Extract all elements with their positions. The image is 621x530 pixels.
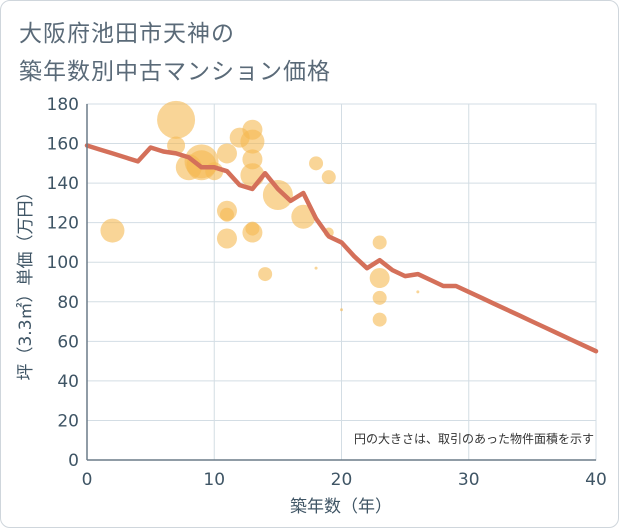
bubble-point: [372, 290, 387, 305]
x-tick-label: 40: [585, 470, 607, 490]
y-tick-label: 40: [57, 372, 79, 392]
x-tick-label: 0: [82, 470, 93, 490]
y-tick-label: 60: [57, 332, 79, 352]
x-tick-label: 30: [458, 470, 480, 490]
bubble-point: [372, 235, 387, 250]
chart-title-line-2: 築年数別中古マンション価格: [19, 59, 331, 85]
y-tick-label: 140: [47, 174, 79, 194]
y-tick-label: 20: [57, 411, 79, 431]
bubble-point: [258, 267, 273, 282]
bubble-point: [262, 179, 293, 210]
tick-labels: 0 20 40 60 80 100 120 140 160 180 0 10 20 30 40: [47, 95, 607, 490]
y-tick-label: 120: [47, 214, 79, 234]
bubble-point: [314, 266, 318, 270]
bubble-point: [321, 170, 336, 185]
bubble-point: [216, 228, 237, 249]
bubble-point: [416, 290, 420, 294]
chart-title: 大阪府池田市天神の 築年数別中古マンション価格: [19, 15, 331, 91]
average-line-series: [84, 143, 599, 354]
bubble-point: [372, 312, 387, 327]
grid-lines: [86, 103, 597, 461]
y-axis-label: 坪（3.3㎡）単価（万円）: [16, 183, 36, 380]
bubble-point: [157, 100, 196, 139]
bubble-point: [240, 129, 265, 154]
size-legend-note: 円の大きさは、取引のあった物件面積を示す: [354, 431, 594, 446]
bubble-point: [340, 308, 343, 312]
average-price-line: [84, 143, 599, 354]
x-tick-label: 10: [203, 470, 225, 490]
bubble-point: [100, 218, 125, 243]
bubble-point: [167, 136, 186, 155]
y-tick-label: 0: [68, 451, 79, 471]
bubble-point: [219, 207, 234, 222]
y-tick-label: 160: [47, 135, 79, 155]
axes: [86, 104, 596, 461]
bubble-point: [369, 268, 390, 289]
y-tick-label: 180: [47, 95, 79, 115]
bubble-point: [309, 156, 324, 171]
bubble-point: [216, 143, 237, 164]
bubble-series: [100, 100, 420, 327]
y-tick-label: 100: [47, 253, 79, 273]
bubble-point: [291, 204, 316, 229]
x-tick-label: 20: [331, 470, 353, 490]
bubble-point: [242, 222, 263, 243]
chart-title-line-1: 大阪府池田市天神の: [19, 21, 235, 47]
y-tick-label: 80: [57, 293, 79, 313]
x-axis-label: 築年数（年）: [290, 497, 392, 517]
